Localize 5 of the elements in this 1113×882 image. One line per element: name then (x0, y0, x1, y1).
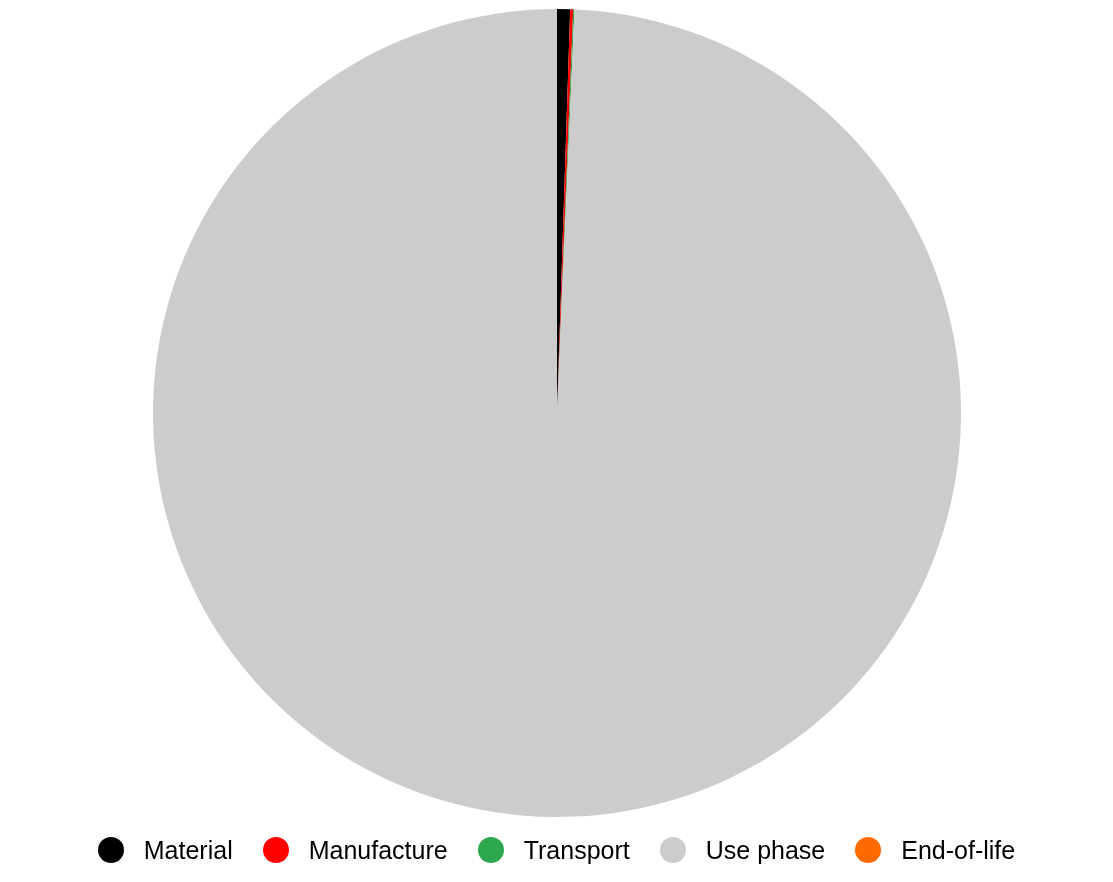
legend-label: Material (143, 835, 233, 865)
legend-label: End-of-life (901, 835, 1016, 865)
legend-label: Use phase (705, 835, 826, 865)
legend-label: Transport (523, 835, 630, 865)
legend-label: Manufacture (308, 835, 448, 865)
